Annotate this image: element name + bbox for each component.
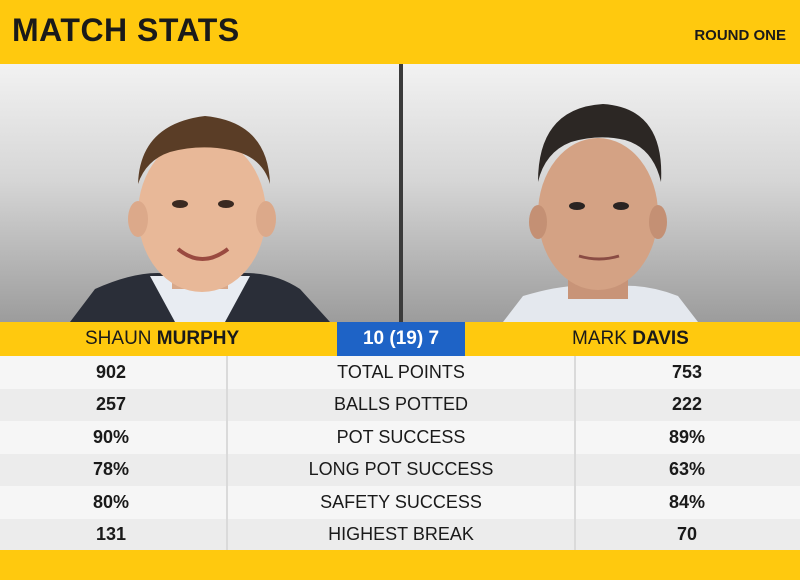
player-right-first-name: MARK: [572, 328, 627, 349]
player-photos: [0, 64, 800, 322]
player-name-right: MARK DAVIS: [572, 322, 689, 356]
stat-label: TOTAL POINTS: [226, 356, 576, 389]
page-title: MATCH STATS: [12, 12, 240, 48]
stat-row: 131 HIGHEST BREAK 70: [0, 518, 800, 551]
stat-right-value: 753: [671, 361, 703, 382]
player-name-left: SHAUN MURPHY: [85, 322, 239, 356]
stat-row: 902 TOTAL POINTS 753: [0, 356, 800, 389]
photo-divider: [399, 64, 403, 322]
stat-left-value: 90%: [92, 426, 130, 447]
player-left-first-name: SHAUN: [85, 328, 152, 349]
stat-left-value: 78%: [92, 459, 130, 480]
stats-table: 902 TOTAL POINTS 753 257 BALLS POTTED 22…: [0, 356, 800, 551]
round-label: ROUND ONE: [694, 27, 786, 44]
stat-right-value: 89%: [668, 426, 706, 447]
player-photo-left: [0, 64, 399, 322]
portrait-left-icon: [70, 116, 330, 322]
player-right-last-name: DAVIS: [632, 328, 689, 349]
stat-left-value: 131: [95, 524, 127, 545]
stat-right-value: 70: [676, 524, 698, 545]
stat-right-value: 63%: [668, 459, 706, 480]
stat-label: SAFETY SUCCESS: [226, 486, 576, 519]
player-name-bar: SHAUN MURPHY MARK DAVIS: [0, 322, 800, 356]
header-bar: MATCH STATS ROUND ONE: [0, 0, 800, 64]
player-photo-right: [403, 64, 800, 322]
stat-label: HIGHEST BREAK: [226, 518, 576, 551]
footer-bar: [0, 550, 800, 580]
stat-right-value: 222: [671, 394, 703, 415]
stat-row: 257 BALLS POTTED 222: [0, 388, 800, 421]
score-badge: 10 (19) 7: [337, 322, 465, 356]
stat-label: POT SUCCESS: [226, 421, 576, 454]
stat-left-value: 80%: [92, 491, 130, 512]
stat-left-value: 902: [95, 361, 127, 382]
stat-row: 78% LONG POT SUCCESS 63%: [0, 453, 800, 486]
stat-row: 90% POT SUCCESS 89%: [0, 421, 800, 454]
player-left-last-name: MURPHY: [156, 328, 240, 349]
portrait-right-icon: [503, 104, 698, 322]
stat-left-value: 257: [95, 394, 127, 415]
stat-label: BALLS POTTED: [226, 388, 576, 421]
stat-label: LONG POT SUCCESS: [226, 453, 576, 486]
stat-right-value: 84%: [668, 491, 706, 512]
stat-row: 80% SAFETY SUCCESS 84%: [0, 486, 800, 519]
